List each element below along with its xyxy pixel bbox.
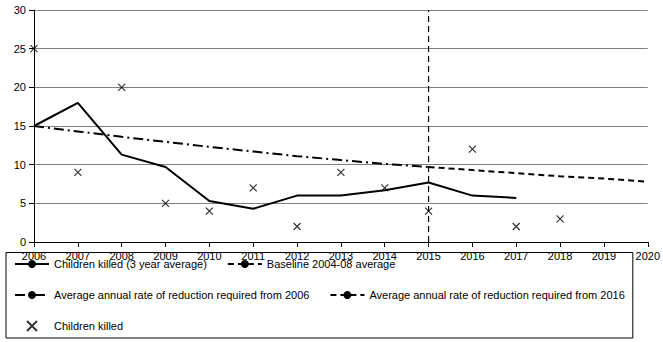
svg-text:2020: 2020 bbox=[636, 250, 660, 262]
svg-text:25: 25 bbox=[14, 43, 26, 55]
svg-text:20: 20 bbox=[14, 81, 26, 93]
svg-text:5: 5 bbox=[20, 197, 26, 209]
svg-text:30: 30 bbox=[14, 4, 26, 16]
svg-text:0: 0 bbox=[20, 236, 26, 248]
svg-text:Average annual rate of reducti: Average annual rate of reduction require… bbox=[369, 289, 624, 301]
svg-text:Children killed: Children killed bbox=[54, 320, 123, 332]
svg-text:Children killed (3 year averag: Children killed (3 year average) bbox=[54, 258, 207, 270]
svg-text:Average annual rate of reducti: Average annual rate of reduction require… bbox=[54, 289, 309, 301]
svg-text:Baseline 2004-08 average: Baseline 2004-08 average bbox=[267, 258, 395, 270]
svg-text:15: 15 bbox=[14, 120, 26, 132]
svg-text:10: 10 bbox=[14, 159, 26, 171]
